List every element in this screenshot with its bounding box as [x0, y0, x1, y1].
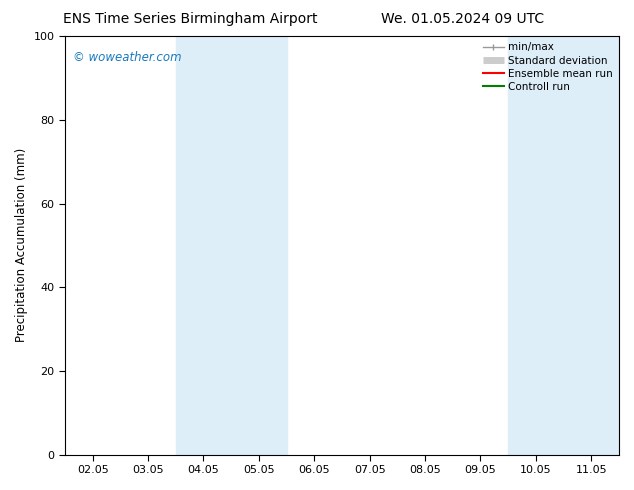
Legend: min/max, Standard deviation, Ensemble mean run, Controll run: min/max, Standard deviation, Ensemble me… — [479, 38, 617, 96]
Text: ENS Time Series Birmingham Airport: ENS Time Series Birmingham Airport — [63, 12, 318, 26]
Bar — [176, 36, 287, 455]
Text: © woweather.com: © woweather.com — [74, 51, 182, 64]
Bar — [508, 36, 619, 455]
Text: We. 01.05.2024 09 UTC: We. 01.05.2024 09 UTC — [381, 12, 545, 26]
Y-axis label: Precipitation Accumulation (mm): Precipitation Accumulation (mm) — [15, 148, 28, 343]
